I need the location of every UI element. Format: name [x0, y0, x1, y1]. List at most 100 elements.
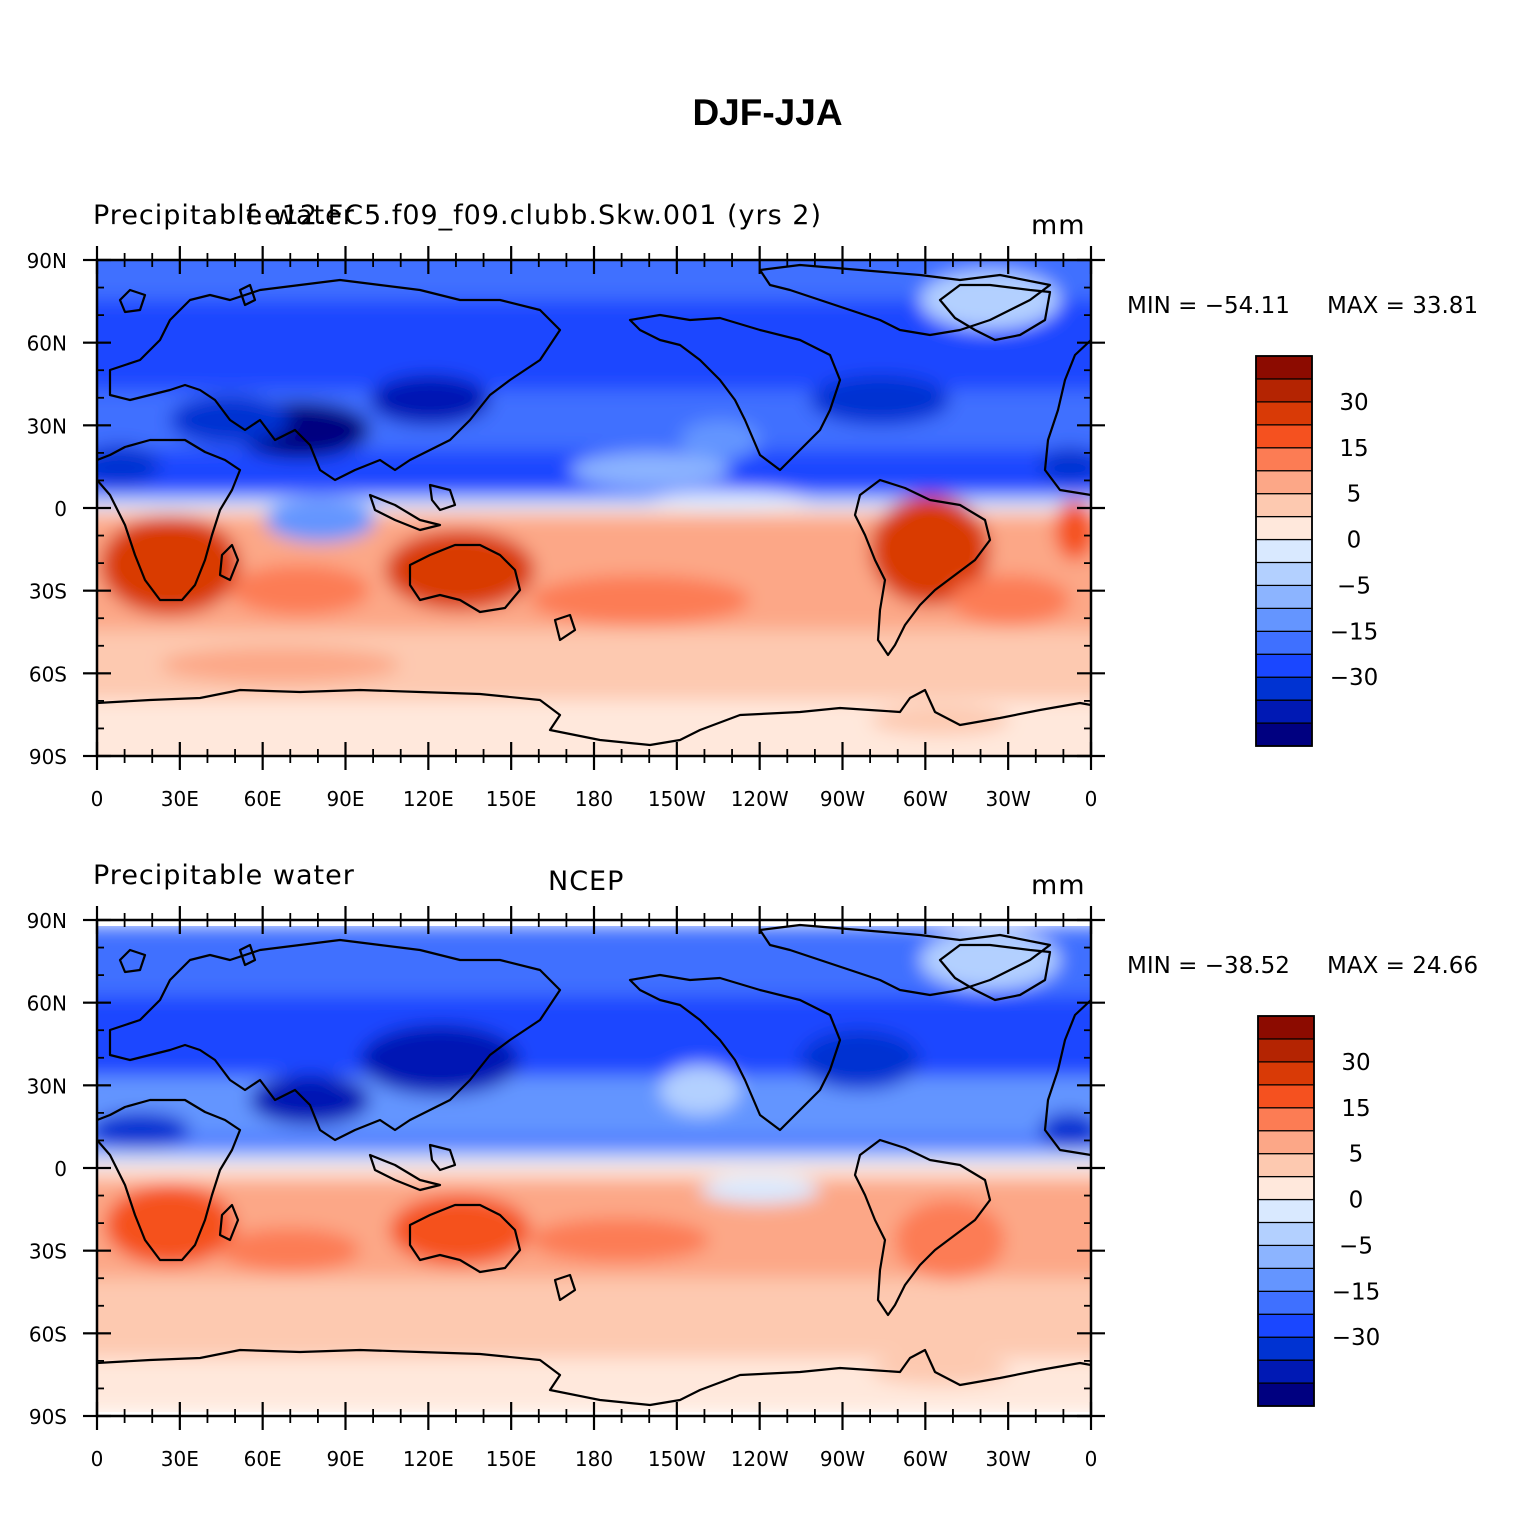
panel1-colorbar-box [1255, 653, 1313, 678]
panel2-lon-tick-label: 150W [648, 1447, 706, 1471]
panel2-units: mm [1031, 870, 1086, 901]
panel2-colorbar-box [1257, 1267, 1315, 1292]
panel1-colorbar-label: −15 [1330, 619, 1379, 645]
panel1-colorbar-box [1255, 493, 1313, 518]
panel1-lon-tick-label: 150W [648, 787, 706, 811]
panel2-colorbar-label: 5 [1349, 1142, 1364, 1168]
panel1-lat-tick-label: 30N [27, 414, 67, 438]
panel2-lat-tick-label: 60N [27, 992, 67, 1016]
panel2-colorbar-box [1257, 1198, 1315, 1224]
panel1-colorbar-box [1255, 447, 1313, 472]
panel1-colorbar-box [1255, 378, 1313, 403]
panel1-colorbar-box [1255, 538, 1313, 564]
panel2-lon-tick-label: 30E [161, 1447, 199, 1471]
panel1-map: 90N 60N 30N 0 30S 60S 90S 0 30E 60E 90E 120E 150E 180… [27, 246, 1105, 811]
panel1-colorbar-label: 30 [1339, 390, 1368, 416]
panel2-colorbar-box [1257, 1244, 1315, 1269]
panel2-colorbar-box [1257, 1130, 1315, 1155]
panel2-lon-tick-label: 60E [244, 1447, 282, 1471]
panel1-lon-tick-label: 180 [575, 787, 613, 811]
panel2-lon-tick-label: 60W [903, 1447, 948, 1471]
panel2-lon-tick-label: 90W [820, 1447, 865, 1471]
panel2-colorbar-box [1257, 1107, 1315, 1132]
panel1-colorbar-label: −30 [1330, 665, 1379, 691]
panel2-lon-tick-label: 0 [1085, 1447, 1098, 1471]
panel2-lon-tick-label: 120E [403, 1447, 454, 1471]
panel1-colorbar-box [1255, 355, 1313, 380]
panel1-lon-tick-label: 150E [486, 787, 537, 811]
panel2-lat-tick-label: 30N [27, 1074, 67, 1098]
panel1-max-value: MAX = 33.81 [1327, 293, 1479, 319]
panel2-colorbar-box [1257, 1153, 1315, 1178]
panel1-colorbar-label: 15 [1339, 436, 1368, 462]
panel2-colorbar-label: −30 [1332, 1325, 1381, 1351]
panel1-colorbar-box [1255, 561, 1313, 587]
panel1-colorbar: 30 15 5 0 −5 −15 −30 [1255, 355, 1379, 747]
panel2-colorbar-box [1257, 1336, 1315, 1361]
panel1-colorbar-box [1255, 515, 1313, 541]
panel1-colorbar-box [1255, 607, 1313, 632]
panel2-colorbar-box [1257, 1038, 1315, 1063]
panel2-lat-tick-label: 60S [29, 1322, 67, 1346]
panel2-colorbar-label: −5 [1339, 1233, 1373, 1259]
panel1-lon-tick-label: 60W [903, 787, 948, 811]
panel1-lon-tick-label: 90W [820, 787, 865, 811]
panel1-lon-tick-label: 120W [731, 787, 789, 811]
panel2-lat-tick-label: 90S [29, 1405, 67, 1429]
panel1-lat-tick-label: 30S [29, 580, 67, 604]
panel2-colorbar-box [1257, 1175, 1315, 1201]
panel2-left-label: Precipitable water [93, 860, 355, 891]
panel1-lon-tick-label: 60E [244, 787, 282, 811]
panel1-colorbar-box [1255, 584, 1313, 609]
panel1-lon-tick-label: 30E [161, 787, 199, 811]
panel2-lon-tick-label: 0 [91, 1447, 104, 1471]
panel1-lat-tick-label: 0 [54, 497, 67, 521]
panel2-map: 90N 60N 30N 0 30S 60S 90S 0 30E 60E 90E 120E 150E 180… [27, 906, 1105, 1471]
panel1-left-label: Precipitable water [93, 200, 355, 231]
panel2-lon-tick-label: 180 [575, 1447, 613, 1471]
panel1-lon-tick-label: 30W [986, 787, 1031, 811]
panel2-lon-tick-label: 150E [486, 1447, 537, 1471]
panel1-colorbar-label: −5 [1337, 573, 1371, 599]
panel2-lon-tick-label: 30W [986, 1447, 1031, 1471]
panel2-colorbar-box [1257, 1084, 1315, 1109]
panel2-lon-tick-label: 120W [731, 1447, 789, 1471]
panel2-colorbar-label: 30 [1341, 1050, 1370, 1076]
panel2-colorbar: 30 15 5 0 −5 −15 −30 [1257, 1015, 1381, 1407]
panel2-colorbar-box [1257, 1015, 1315, 1040]
panel1-ticks: 90N 60N 30N 0 30S 60S 90S 0 30E 60E 90E 120E 150E 180… [27, 246, 1105, 811]
panel2-coastlines [97, 923, 1091, 1407]
panel2-colorbar-label: 0 [1349, 1188, 1364, 1214]
panel2-lat-tick-label: 30S [29, 1240, 67, 1264]
panel1-colorbar-box [1255, 424, 1313, 449]
panel1-colorbar-box [1255, 630, 1313, 655]
panel1-colorbar-box [1255, 676, 1313, 701]
panel1-lat-tick-label: 60S [29, 662, 67, 686]
panel2-colorbar-box [1257, 1061, 1315, 1086]
panel1-lon-tick-label: 90E [326, 787, 364, 811]
panel1-lat-tick-label: 60N [27, 332, 67, 356]
panel2-colorbar-box [1257, 1313, 1315, 1338]
panel2-colorbar-box [1257, 1221, 1315, 1247]
panel1-lon-tick-label: 120E [403, 787, 454, 811]
panel2-lat-tick-label: 90N [27, 909, 67, 933]
panel2-colorbar-label: −15 [1332, 1279, 1381, 1305]
panel2-colorbar-box [1257, 1290, 1315, 1315]
panel2-lat-tick-label: 0 [54, 1157, 67, 1181]
panel1-lat-tick-label: 90S [29, 745, 67, 769]
panel2-colorbar-box [1257, 1359, 1315, 1384]
panel1-lat-tick-label: 90N [27, 249, 67, 273]
panel1-colorbar-label: 0 [1347, 528, 1362, 554]
panel1-lon-tick-label: 0 [1085, 787, 1098, 811]
panel2-min-value: MIN = −38.52 [1127, 953, 1290, 979]
panel2-center-label: NCEP [548, 866, 625, 897]
panel1-center-label: f.e12.FC5.f09_f09.clubb.Skw.001 (yrs 2) [246, 200, 822, 231]
panel1-colorbar-box [1255, 722, 1313, 747]
panel1-coastlines [97, 263, 1091, 747]
panel1-colorbar-label: 5 [1347, 482, 1362, 508]
panel1-lon-tick-label: 0 [91, 787, 104, 811]
panel2-lon-tick-label: 90E [326, 1447, 364, 1471]
panel2-max-value: MAX = 24.66 [1327, 953, 1479, 979]
